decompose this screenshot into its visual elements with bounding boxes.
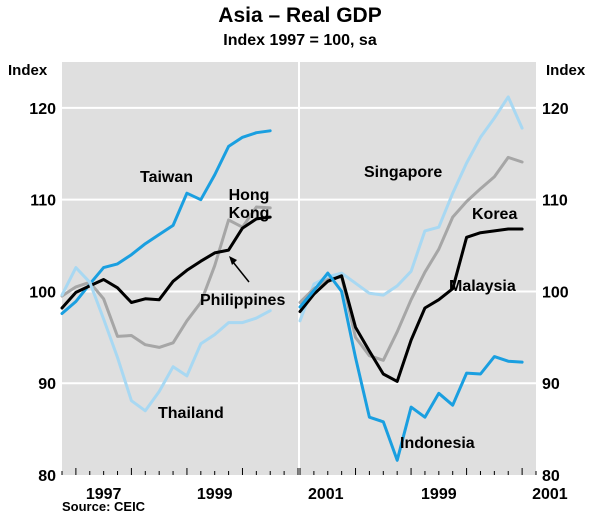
y-tick-labels: 80 80 90 90 100 100 110 110 120 120 <box>29 101 569 485</box>
y-tick-label-left: 80 <box>38 468 56 485</box>
series-line-indonesia <box>298 271 524 462</box>
chart-title: Asia – Real GDP <box>218 4 382 27</box>
y-tick-label-right: 100 <box>542 284 569 301</box>
series-label-taiwan: Taiwan <box>140 169 193 186</box>
y-tick-label-left: 100 <box>29 284 56 301</box>
y-tick-label-left: 120 <box>29 101 56 118</box>
y-tick-label-right: 110 <box>542 193 568 210</box>
x-tick-label: 2001 <box>308 486 344 503</box>
series-label-korea: Korea <box>472 206 517 223</box>
x-tick-label: 1999 <box>197 486 233 503</box>
series-label-malaysia: Malaysia <box>449 278 516 295</box>
series-label-philippines: Philippines <box>200 292 285 309</box>
source-note: Source: CEIC <box>62 499 146 514</box>
y-tick-label-left: 90 <box>38 376 56 393</box>
x-tick-label: 2001 <box>532 486 568 503</box>
series-lines <box>60 95 524 462</box>
x-tick-label: 1999 <box>421 486 457 503</box>
x-tick-label: 1997 <box>86 486 122 503</box>
philippines-arrow-head <box>229 256 237 265</box>
series-label-kong: Kong <box>229 205 270 222</box>
axis-ticks <box>61 468 537 475</box>
y-tick-label-left: 110 <box>30 193 56 210</box>
y-tick-label-right: 80 <box>542 468 560 485</box>
series-label-indonesia: Indonesia <box>400 435 475 452</box>
y-axis-unit-right: Index <box>546 62 586 79</box>
y-tick-label-right: 120 <box>542 101 569 118</box>
series-line-thailand <box>60 266 272 413</box>
y-tick-label-right: 90 <box>542 376 560 393</box>
series-label-singapore: Singapore <box>364 164 442 181</box>
series-line-singapore <box>298 95 524 323</box>
philippines-arrow-line <box>232 261 250 283</box>
series-line-philippines <box>60 215 272 310</box>
chart-subtitle: Index 1997 = 100, sa <box>223 32 377 49</box>
series-label-hong: Hong <box>229 187 270 204</box>
series-label-thailand: Thailand <box>158 405 224 422</box>
series-line-hong-kong <box>60 205 272 349</box>
series-line-taiwan <box>60 129 272 315</box>
x-tick-labels: 1997 1999 2001 1999 2001 <box>86 486 568 503</box>
series-line-malaysia <box>298 227 524 383</box>
y-axis-unit-left: Index <box>8 62 48 79</box>
